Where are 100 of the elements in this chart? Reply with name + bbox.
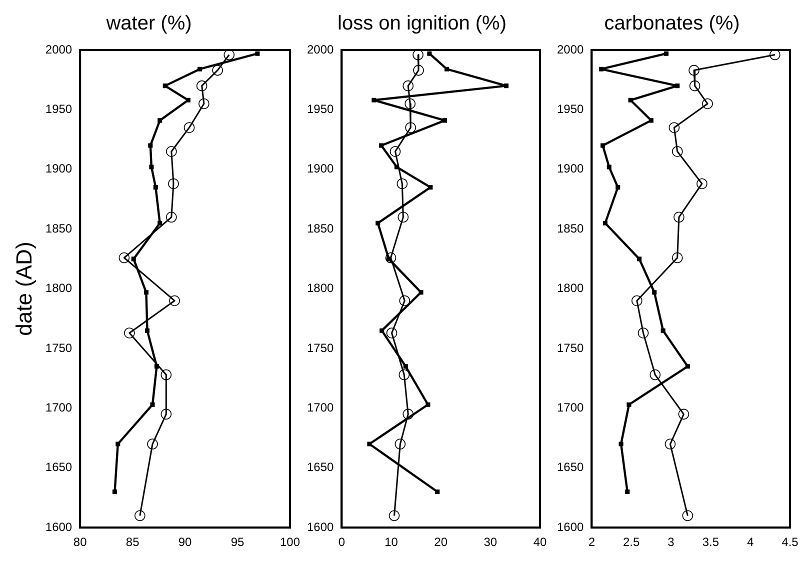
point — [131, 256, 136, 262]
point — [598, 66, 604, 72]
point — [413, 64, 424, 76]
point — [160, 369, 172, 380]
y-tick-label: 1850 — [556, 221, 584, 236]
x-tick-label: 3.5 — [702, 535, 720, 550]
y-axis-title: date (AD) — [11, 242, 36, 336]
point — [427, 51, 432, 56]
point — [148, 143, 153, 148]
point — [197, 66, 202, 72]
point — [144, 290, 148, 295]
x-tick-label: 100 — [280, 535, 300, 550]
x-tick-label: 40 — [533, 535, 547, 550]
point — [255, 51, 260, 56]
point — [169, 295, 180, 306]
point — [638, 328, 649, 338]
y-tick-label: 1750 — [306, 340, 334, 355]
y-tick-label: 1950 — [556, 102, 584, 116]
point — [689, 80, 700, 92]
point — [212, 64, 223, 76]
point — [394, 164, 399, 170]
point — [606, 164, 612, 170]
y-tick-label: 1900 — [306, 162, 334, 176]
point — [626, 402, 632, 407]
point — [770, 50, 780, 60]
point — [154, 364, 159, 369]
point — [166, 212, 177, 223]
y-tick-label: 1900 — [556, 162, 584, 176]
point — [398, 212, 409, 223]
point — [625, 490, 630, 494]
point — [396, 178, 408, 190]
point — [660, 328, 666, 333]
y-tick-label: 1950 — [306, 102, 334, 116]
chart-title: carbonates (%) — [604, 12, 740, 35]
point — [398, 369, 410, 380]
x-tick-label: 2 — [588, 535, 596, 550]
point — [168, 178, 179, 190]
y-tick-label: 1650 — [306, 460, 334, 474]
point — [672, 146, 683, 157]
point — [144, 328, 150, 333]
y-tick-label: 1750 — [556, 340, 584, 355]
point — [388, 510, 400, 522]
point — [403, 364, 408, 369]
x-tick-label: 3 — [668, 535, 675, 550]
point — [116, 442, 120, 446]
y-tick-label: 1850 — [306, 221, 334, 236]
chart-title: water (%) — [105, 12, 192, 35]
point — [650, 369, 661, 380]
point — [153, 185, 158, 190]
point — [147, 438, 158, 450]
point — [134, 510, 146, 522]
point — [184, 122, 195, 134]
point — [379, 143, 384, 148]
y-tick-label: 1800 — [556, 281, 584, 296]
point — [616, 185, 620, 190]
point — [435, 490, 440, 494]
x-tick-label: 2.5 — [623, 535, 640, 550]
point — [385, 252, 396, 264]
point — [399, 295, 410, 306]
point — [652, 290, 657, 295]
point — [675, 84, 680, 88]
point — [112, 490, 117, 494]
point — [186, 98, 190, 102]
x-tick-label: 85 — [126, 535, 140, 550]
x-tick-label: 90 — [178, 535, 192, 550]
y-tick-label: 1700 — [306, 400, 334, 415]
point — [224, 50, 235, 60]
point — [668, 122, 680, 134]
point — [386, 328, 398, 338]
point — [418, 290, 424, 295]
point — [404, 98, 416, 110]
y-tick-label: 1700 — [556, 400, 584, 415]
point — [688, 64, 700, 76]
y-tick-label: 2000 — [306, 42, 334, 56]
y-tick-label: 1600 — [556, 520, 584, 534]
point — [682, 510, 694, 522]
point — [504, 84, 509, 88]
y-tick-label: 1800 — [45, 281, 72, 296]
point — [158, 118, 162, 123]
point — [678, 408, 690, 420]
point — [444, 66, 450, 72]
y-tick-label: 1900 — [45, 162, 72, 176]
x-tick-label: 95 — [230, 535, 245, 550]
y-tick-label: 1650 — [556, 460, 584, 474]
y-tick-label: 1600 — [306, 520, 334, 534]
point — [618, 442, 624, 446]
y-tick-label: 1750 — [45, 340, 72, 355]
x-tick-label: 0 — [338, 535, 346, 550]
y-tick-label: 1600 — [45, 520, 72, 534]
point — [118, 252, 130, 264]
point — [442, 118, 448, 123]
y-tick-label: 1650 — [45, 460, 72, 474]
point — [380, 328, 384, 333]
point — [376, 220, 380, 226]
point — [367, 442, 372, 446]
point — [628, 98, 633, 102]
x-tick-label: 80 — [73, 535, 88, 550]
x-tick-label: 10 — [384, 535, 398, 550]
point — [162, 84, 168, 88]
y-tick-label: 1800 — [306, 281, 334, 296]
